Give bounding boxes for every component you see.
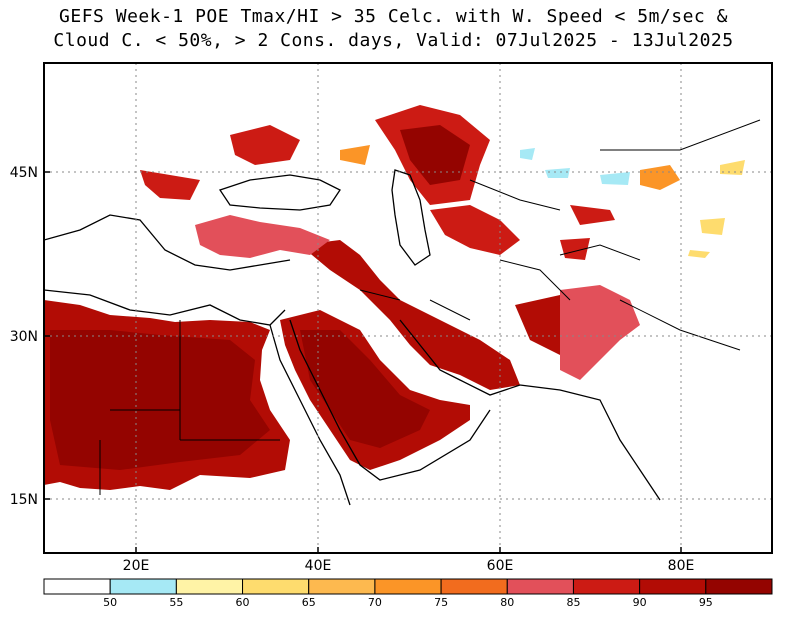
y-tick-label-45n: 45N xyxy=(10,165,38,181)
colorbar-label-95: 95 xyxy=(699,596,713,609)
shade-arabia-core xyxy=(300,330,430,448)
colorbar-label-80: 80 xyxy=(500,596,514,609)
shade-pakistan xyxy=(560,285,640,380)
colorbar-label-65: 65 xyxy=(302,596,316,609)
coastlines-and-borders xyxy=(44,119,761,506)
coast-north-africa xyxy=(44,289,286,326)
border-lines-misc xyxy=(99,119,761,495)
colorbar-label-55: 55 xyxy=(169,596,183,609)
x-tick-label-60e: 60E xyxy=(487,558,514,574)
shade-iran-band xyxy=(300,240,520,390)
graticule xyxy=(44,63,772,553)
coast-red-sea-east xyxy=(289,319,491,481)
colorbar-box-6 xyxy=(440,578,508,595)
y-tick-label-15n: 15N xyxy=(10,492,38,508)
colorbar-box-8 xyxy=(572,578,641,595)
colorbar-box-7 xyxy=(506,578,574,595)
colorbar-label-75: 75 xyxy=(434,596,448,609)
coast-black-sea xyxy=(218,174,341,211)
shade-cyan-speckles xyxy=(520,148,630,185)
colorbar-label-85: 85 xyxy=(566,596,580,609)
coast-caspian xyxy=(391,169,431,266)
shade-light-speckles-east xyxy=(688,160,745,258)
tick-marks xyxy=(44,171,682,553)
shade-anatolia xyxy=(195,215,330,258)
shade-orange-speckles xyxy=(340,145,680,190)
x-tick-label-80e: 80E xyxy=(668,558,695,574)
shade-crimea xyxy=(230,125,300,165)
colorbar-box-10 xyxy=(705,578,773,595)
coast-red-sea-west xyxy=(269,324,351,506)
map-frame xyxy=(43,62,773,554)
colorbar-box-2 xyxy=(175,578,244,595)
x-tick-label-40e: 40E xyxy=(305,558,332,574)
shade-balkans xyxy=(140,170,200,200)
probability-shading xyxy=(44,105,745,490)
colorbar-box-1 xyxy=(109,578,177,595)
shade-kyrgyz xyxy=(570,205,615,225)
colorbar: 50 55 60 65 70 75 80 85 90 95 xyxy=(43,578,773,609)
colorbar-box-4 xyxy=(308,578,376,595)
colorbar-label-70: 70 xyxy=(368,596,382,609)
colorbar-box-3 xyxy=(242,578,310,595)
coast-persian-gulf xyxy=(399,319,521,396)
y-tick-label-30n: 30N xyxy=(10,329,38,345)
shade-central-asia xyxy=(430,205,520,255)
colorbar-outline xyxy=(43,578,773,595)
colorbar-labels: 50 55 60 65 70 75 80 85 90 95 xyxy=(103,596,713,609)
map-title-line-1: GEFS Week-1 POE Tmax/HI > 35 Celc. with … xyxy=(59,6,728,27)
colorbar-box-9 xyxy=(639,578,707,595)
map-title-line-2: Cloud C. < 50%, > 2 Cons. days, Valid: 0… xyxy=(53,30,734,51)
coast-mediterranean-north xyxy=(44,214,291,271)
shade-caspian-north-core xyxy=(400,125,470,185)
x-tick-label-20e: 20E xyxy=(123,558,150,574)
colorbar-box-5 xyxy=(374,578,442,595)
colorbar-label-60: 60 xyxy=(236,596,250,609)
shade-tarim xyxy=(560,238,590,260)
colorbar-box-0 xyxy=(43,578,111,595)
colorbar-boxes xyxy=(43,578,773,595)
colorbar-label-50: 50 xyxy=(103,596,117,609)
colorbar-label-90: 90 xyxy=(633,596,647,609)
shade-sahara-core xyxy=(50,330,270,470)
coast-arabian-sea xyxy=(519,384,661,501)
